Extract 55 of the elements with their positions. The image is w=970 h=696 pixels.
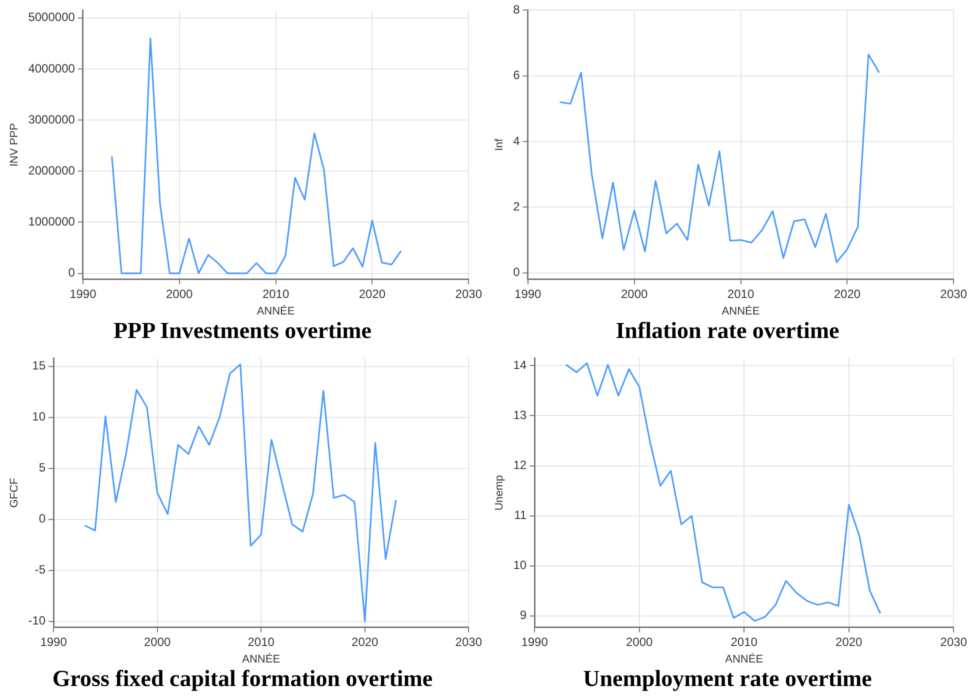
x-tick-label: 1990 (70, 286, 97, 301)
text: Unemployment rate overtime (582, 666, 873, 692)
y-tick-label: 2000000 (28, 163, 76, 178)
x-tick-label: 2020 (358, 286, 386, 301)
y-tick-label: 10 (32, 410, 46, 424)
x-tick-label: 2000 (144, 634, 171, 649)
y-tick-label: 12 (513, 458, 527, 472)
x-axis-title: ANNÉE (722, 304, 760, 318)
x-tick-label: 2030 (940, 286, 968, 301)
x-tick-label: 2010 (262, 286, 290, 301)
y-tick-label: 13 (513, 408, 527, 422)
y-tick-label: 9 (520, 608, 527, 622)
y-tick-label: 5 (38, 460, 46, 475)
y-tick-label: 8 (513, 2, 520, 17)
y-axis-title: Unemp (494, 475, 506, 511)
x-tick-label: 1990 (40, 634, 68, 649)
x-tick-label: 2010 (730, 634, 758, 649)
y-axis-title: GFCF (8, 478, 21, 508)
y-tick-label: 3000000 (28, 112, 76, 126)
x-tick-label: 2010 (248, 634, 275, 649)
y-tick-label: -5 (34, 562, 46, 577)
y-tick-label: 10 (513, 558, 527, 572)
x-tick-label: 2020 (352, 634, 379, 649)
y-tick-label: -10 (28, 614, 46, 628)
y-tick-label: 0 (513, 265, 520, 280)
y-tick-label: 6 (513, 68, 520, 82)
x-axis-title: ANNÉE (725, 652, 764, 666)
x-tick-label: 2000 (166, 286, 194, 301)
text: Gross fixed capital formation overtime (51, 666, 434, 692)
y-tick-label: 0 (38, 512, 46, 526)
y-axis-title: Inf (494, 138, 506, 151)
x-tick-label: 2030 (455, 634, 482, 649)
x-tick-label: 2020 (834, 286, 861, 301)
x-tick-label: 1990 (521, 634, 548, 649)
x-tick-label: 2000 (620, 286, 648, 301)
y-tick-label: 11 (514, 508, 527, 522)
x-tick-label: 2030 (455, 286, 482, 301)
y-tick-label: 1000000 (28, 214, 76, 228)
x-tick-label: 2000 (626, 634, 653, 649)
y-tick-label: 4 (513, 134, 520, 148)
y-tick-label: 5000000 (28, 10, 76, 24)
y-tick-label: 0 (68, 266, 76, 280)
x-axis-title: ANNÉE (242, 652, 280, 666)
x-tick-label: 2030 (940, 634, 968, 649)
x-tick-label: 2020 (836, 634, 863, 649)
y-tick-label: 2 (513, 199, 520, 214)
y-axis-title: INV PPP (8, 123, 21, 167)
text: Inflation rate overtime (614, 318, 840, 344)
x-tick-label: 1990 (514, 286, 542, 301)
text: PPP Investments overtime (112, 318, 373, 344)
x-axis-title: ANNÉE (256, 304, 295, 318)
y-tick-label: 14 (513, 358, 527, 372)
y-tick-label: 4000000 (28, 61, 76, 76)
y-tick-label: 15 (32, 358, 46, 373)
x-tick-label: 2010 (727, 286, 754, 301)
